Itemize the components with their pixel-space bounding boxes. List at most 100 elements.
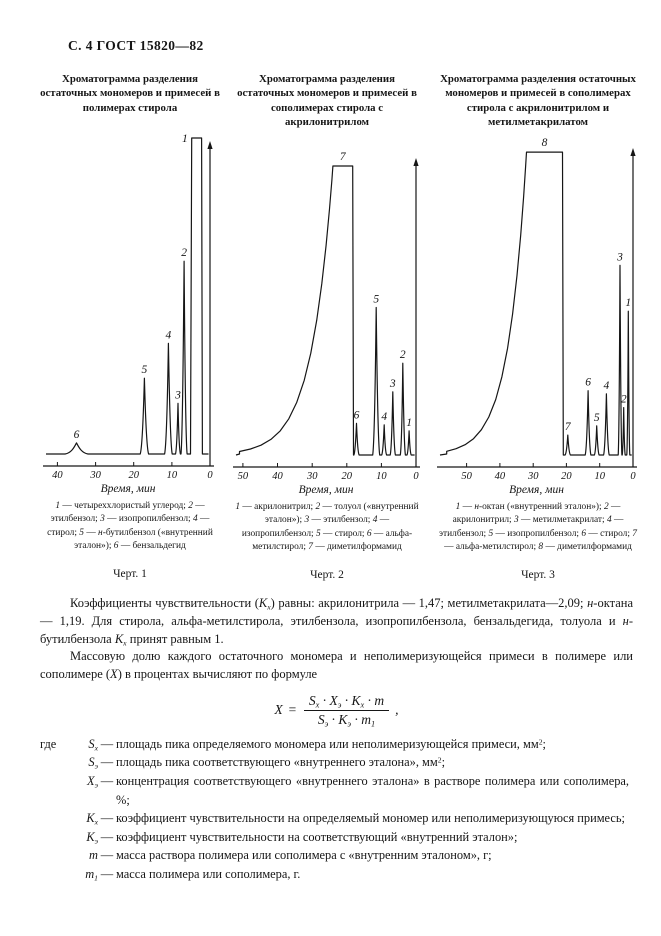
x-axis-title: Время, мин xyxy=(509,484,564,496)
x-axis-tick-label: 30 xyxy=(527,471,539,482)
figure-2-label: Черт. 2 xyxy=(310,569,344,581)
definition-row: m1— масса полимера или сополимера, г. xyxy=(40,865,633,884)
x-axis-tick-label: 10 xyxy=(376,471,387,482)
definition-dash: — xyxy=(100,811,114,826)
definition-symbol: Xэ xyxy=(87,773,98,790)
definition-text: коэффициент чувствительности на определя… xyxy=(116,811,625,826)
peak-number-label: 3 xyxy=(616,251,623,263)
x-axis-tick-label: 40 xyxy=(495,471,506,482)
definition-row: Kэ — коэффициент чувствительности на соотв… xyxy=(40,828,633,847)
peak-number-label: 5 xyxy=(373,294,379,306)
definition-row: где Sх — площадь пика определяемого мономер… xyxy=(40,735,633,754)
x-axis-tick-label: 20 xyxy=(342,471,353,482)
definition-text: масса полимера или сополимера, г. xyxy=(116,867,301,882)
figure-3-caption: 1 — н-октан («внутренний эталон»); 2 — а… xyxy=(439,502,637,553)
definition-dash: — xyxy=(100,829,114,844)
y-axis-arrow-icon xyxy=(413,158,419,166)
peak-number-label: 3 xyxy=(389,378,396,390)
definition-text: масса раствора полимера или сополимера с… xyxy=(116,848,492,863)
definition-dash: — xyxy=(100,867,114,882)
peak-number-label: 7 xyxy=(565,421,572,433)
peak-number-label: 2 xyxy=(400,349,406,361)
definition-text: концентрация соответствующего «внутренне… xyxy=(116,773,629,807)
peak-number-label: 6 xyxy=(585,377,591,389)
x-axis-tick-label: 0 xyxy=(630,471,636,482)
y-axis-arrow-icon xyxy=(630,148,636,156)
peak-number-label: 5 xyxy=(142,364,148,376)
x-axis-tick-label: 30 xyxy=(89,470,101,481)
mass-fraction-formula: X = Sх · Xэ · Kх · m Sэ · Kэ · m1, xyxy=(40,693,633,728)
x-axis-tick-label: 10 xyxy=(167,470,178,481)
figure-3-title: Хроматограмма разделения остаточных моно… xyxy=(440,73,636,128)
y-axis-arrow-icon xyxy=(207,141,213,149)
x-axis-tick-label: 10 xyxy=(594,471,605,482)
peak-number-label: 1 xyxy=(406,417,412,429)
peak-number-label: 7 xyxy=(340,151,347,163)
definition-symbol: m xyxy=(89,848,98,863)
x-axis-tick-label: 20 xyxy=(128,470,139,481)
figure-1-caption: 1 — четыреххлористый углерод; 2 — этилбе… xyxy=(47,501,213,552)
definition-symbol: Sэ xyxy=(88,755,98,771)
chromatogram-3: 50 40 30 20 10 0 Время, мин 8 7 6 5 4 3 2 1 xyxy=(437,137,637,496)
peak-number-label: 5 xyxy=(594,412,600,424)
definition-dash: — xyxy=(100,773,114,788)
x-axis-tick-label: 0 xyxy=(413,471,419,482)
definition-row: Kх — коэффициент чувствительности на опред… xyxy=(40,809,633,828)
definition-dash: — xyxy=(100,848,114,863)
definition-dash: — xyxy=(100,755,114,770)
definition-row: Xэ — концентрация соответствующего «внутре… xyxy=(40,772,633,809)
figure-2-title: Хроматограмма разделения остаточных моно… xyxy=(237,73,417,128)
definition-row: Sэ — площадь пика соответствующего «внутре… xyxy=(40,753,633,772)
peak-number-label: 2 xyxy=(621,394,627,406)
x-axis-tick-label: 50 xyxy=(461,471,472,482)
paragraph-mass-fraction: Массовую долю каждого остаточного мономе… xyxy=(40,649,633,681)
formula-equals: = xyxy=(287,702,297,718)
x-axis-tick-label: 30 xyxy=(306,471,318,482)
x-axis-title: Время, мин xyxy=(101,483,156,495)
figure-3-label: Черт. 3 xyxy=(521,569,555,581)
formula-numerator: Sх · Xэ · Kх · m xyxy=(303,693,390,711)
chromatogram-trace xyxy=(46,137,209,455)
chromatogram-2: 50 40 30 20 10 0 Время, мин 7 6 5 4 3 2 1 xyxy=(233,151,420,496)
peak-number-label: 6 xyxy=(354,409,360,421)
peak-number-label: 4 xyxy=(604,380,610,392)
definition-dash: — xyxy=(100,736,114,751)
definition-symbol: Sх xyxy=(88,736,98,753)
x-axis-tick-label: 50 xyxy=(238,471,249,482)
definition-text: площадь пика определяемого мономера или … xyxy=(116,736,546,751)
chromatogram-1: 40 30 20 10 0 Время, мин 6 5 4 3 2 1 xyxy=(43,133,214,495)
x-axis-tick-label: 40 xyxy=(272,471,283,482)
chromatogram-trace xyxy=(235,165,415,456)
figure-2: Хроматограмма разделения остаточных моно… xyxy=(230,72,424,581)
peak-number-label: 8 xyxy=(542,137,548,149)
definition-text: коэффициент чувствительности на соответс… xyxy=(116,829,518,844)
figure-1-title: Хроматограмма разделения остаточных моно… xyxy=(40,73,220,114)
peak-number-label: 2 xyxy=(181,247,187,259)
formula-denominator: Sэ · Kэ · m1 xyxy=(317,711,376,729)
peak-number-label: 6 xyxy=(74,429,80,441)
x-axis-tick-label: 20 xyxy=(561,471,572,482)
peak-number-label: 1 xyxy=(625,297,631,309)
peak-number-label: 3 xyxy=(174,389,181,401)
peak-number-label: 4 xyxy=(166,329,172,341)
definition-row: m — масса раствора полимера или сополимера… xyxy=(40,846,633,865)
figure-1: Хроматограмма разделения остаточных моно… xyxy=(40,72,220,581)
paragraph-sensitivity-coefficients: Коэффициенты чувствительности (Kх) равны… xyxy=(40,596,634,647)
definition-symbol: Kэ xyxy=(86,829,98,846)
definition-symbol: Kх xyxy=(86,811,98,827)
chromatogram-trace xyxy=(439,151,632,456)
formula-fraction: Sх · Xэ · Kх · m Sэ · Kэ · m1 xyxy=(303,693,390,729)
x-axis-tick-label: 40 xyxy=(52,470,63,481)
definitions-where-label: где xyxy=(40,736,57,751)
x-axis-tick-label: 0 xyxy=(207,470,213,481)
definition-symbol: m1 xyxy=(85,867,98,883)
body-text: Коэффициенты чувствительности (Kх) равны… xyxy=(40,595,633,684)
definition-text: площадь пика соответствующего «внутренне… xyxy=(116,755,446,770)
formula-lhs: X xyxy=(274,702,283,718)
formula-comma: , xyxy=(395,702,399,718)
peak-number-label: 1 xyxy=(182,133,188,145)
figure-2-caption: 1 — акрилонитрил; 2 — толуол («внутренни… xyxy=(235,502,419,553)
definitions-list: где Sх — площадь пика определяемого мономер… xyxy=(40,735,633,884)
x-axis-title: Время, мин xyxy=(299,484,354,496)
